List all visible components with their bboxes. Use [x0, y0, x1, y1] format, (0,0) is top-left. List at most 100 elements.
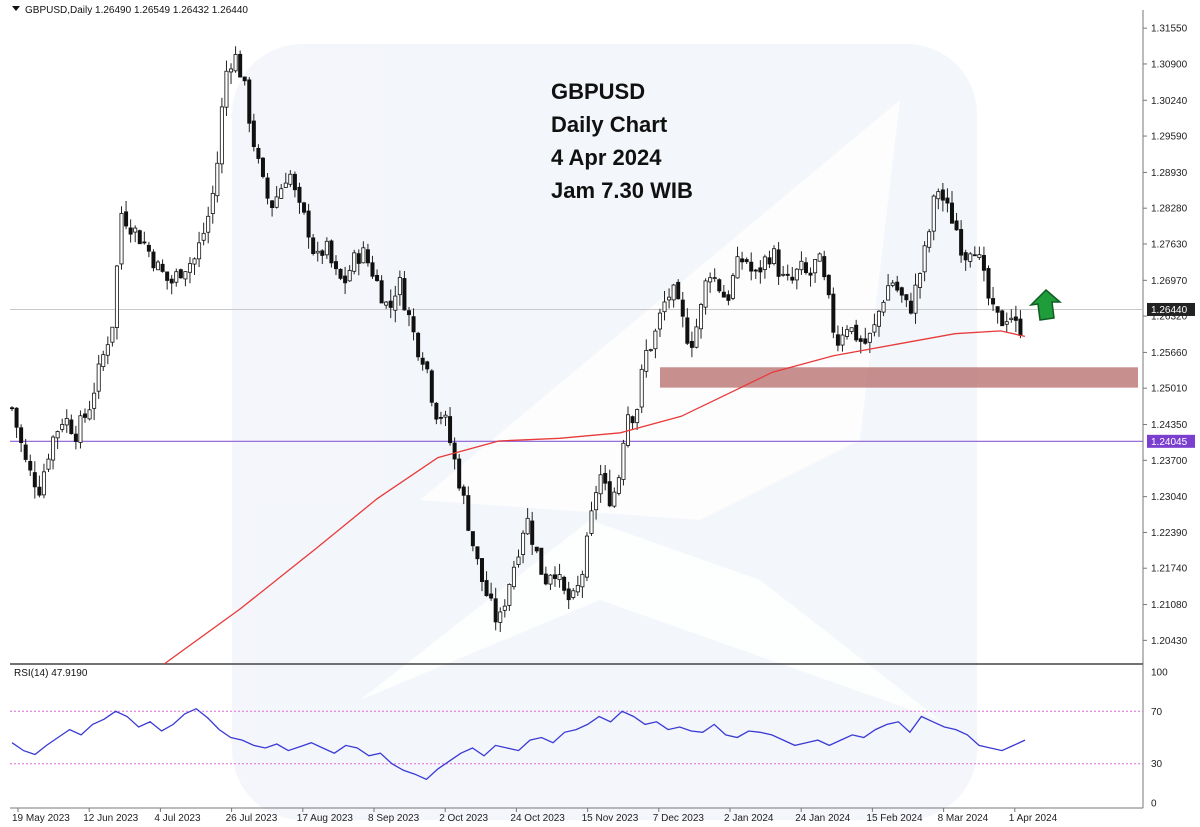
candle-bear: [904, 294, 909, 301]
candle-bear: [142, 241, 147, 244]
annotation-line-2: Daily Chart: [551, 112, 668, 137]
candle-bear: [954, 220, 959, 231]
candle-bull: [525, 517, 530, 535]
candle-bull: [233, 54, 238, 72]
candle-bull: [548, 574, 553, 585]
candle-bear: [740, 258, 745, 263]
candle-bull: [584, 535, 589, 578]
candle-bear: [553, 574, 558, 579]
candle-bull: [977, 254, 982, 258]
candle-bear: [169, 278, 174, 284]
candle-bull: [840, 334, 845, 346]
candle-bull: [671, 284, 676, 301]
candle-bull: [575, 585, 580, 593]
candle-bull: [657, 312, 662, 330]
price-tick-label: 1.30240: [1151, 96, 1188, 107]
candle-bear: [991, 298, 996, 305]
candle-bear: [484, 580, 489, 597]
candle-bull: [507, 584, 512, 606]
candle-bear: [329, 240, 334, 264]
annotation-line-1: GBPUSD: [551, 79, 645, 104]
level-badge: 1.24045: [1147, 434, 1195, 448]
candle-bear: [73, 433, 78, 442]
last-price-label: 1.26440: [1151, 305, 1188, 316]
date-tick-label: 19 May 2023: [12, 813, 70, 824]
candle-bear: [895, 281, 900, 291]
candle-bull: [516, 556, 521, 565]
candle-bull: [210, 192, 215, 215]
candle-bear: [680, 299, 685, 317]
candle-bear: [676, 281, 681, 300]
candle-bear: [717, 279, 722, 292]
candle-bull: [794, 268, 799, 281]
date-tick-label: 15 Feb 2024: [866, 813, 923, 824]
rsi-tick-label: 30: [1151, 759, 1163, 770]
price-tick-label: 1.25010: [1151, 384, 1188, 395]
candle-bear: [452, 442, 457, 460]
candle-bear: [420, 357, 425, 365]
candle-bull: [817, 253, 822, 262]
candle-bear: [160, 263, 165, 272]
candle-bull: [224, 70, 229, 108]
candle-bear: [37, 486, 42, 496]
candle-bull: [557, 574, 562, 581]
candle-bear: [124, 211, 129, 227]
price-tick-label: 1.22390: [1151, 528, 1188, 539]
candle-bull: [662, 301, 667, 313]
candle-bull: [206, 215, 211, 233]
candle-bull: [498, 611, 503, 623]
candle-bull: [648, 349, 653, 351]
candle-bull: [918, 273, 923, 288]
candle-bear: [356, 253, 361, 264]
candle-bear: [835, 334, 840, 346]
date-tick-label: 15 Nov 2023: [582, 813, 639, 824]
price-tick-label: 1.23700: [1151, 456, 1188, 467]
candle-bull: [936, 191, 941, 200]
rsi-title: RSI(14) 47.9190: [14, 668, 88, 679]
candle-bear: [438, 417, 443, 419]
candle-bear: [753, 269, 758, 272]
candle-bear: [630, 416, 635, 424]
candle-bear: [945, 197, 950, 204]
date-tick-label: 26 Jul 2023: [226, 813, 278, 824]
candle-bear: [265, 177, 270, 199]
candle-bear: [858, 338, 863, 342]
candle-bull: [913, 284, 918, 314]
annotation-line-4: Jam 7.30 WIB: [551, 178, 693, 203]
candle-bear: [826, 274, 831, 296]
candle-bear: [23, 444, 28, 460]
candle-bull: [927, 231, 932, 248]
candle-bull: [315, 250, 320, 254]
green-up-arrow-icon: [1028, 288, 1063, 321]
candle-bull: [845, 329, 850, 337]
candle-bear: [1000, 310, 1005, 327]
candle-bull: [397, 277, 402, 296]
price-tick-label: 1.21740: [1151, 564, 1188, 575]
candle-bear: [607, 481, 612, 507]
candle-bull: [288, 173, 293, 185]
candle-bear: [9, 407, 14, 410]
candle-bear: [434, 402, 439, 420]
candle-bear: [475, 546, 480, 560]
candle-bull: [922, 245, 927, 273]
candle-bear: [530, 520, 535, 545]
candle-bull: [201, 232, 206, 241]
candle-bear: [466, 495, 471, 531]
candle-bear: [297, 186, 302, 203]
candle-bull: [621, 442, 626, 480]
rsi-line: [11, 707, 1026, 781]
triangle-down-icon[interactable]: [12, 6, 20, 11]
candle-bull: [699, 304, 704, 330]
candle-bull: [502, 605, 507, 611]
candle-bull: [881, 301, 886, 313]
candle-bear: [151, 251, 156, 269]
candle-bull: [598, 474, 603, 495]
candle-bull: [156, 261, 161, 271]
candle-bull: [274, 196, 279, 208]
last-price-badge: 1.26440: [1147, 302, 1195, 316]
candle-bear: [803, 262, 808, 274]
candle-bear: [402, 278, 407, 311]
candle-bear: [238, 53, 243, 78]
